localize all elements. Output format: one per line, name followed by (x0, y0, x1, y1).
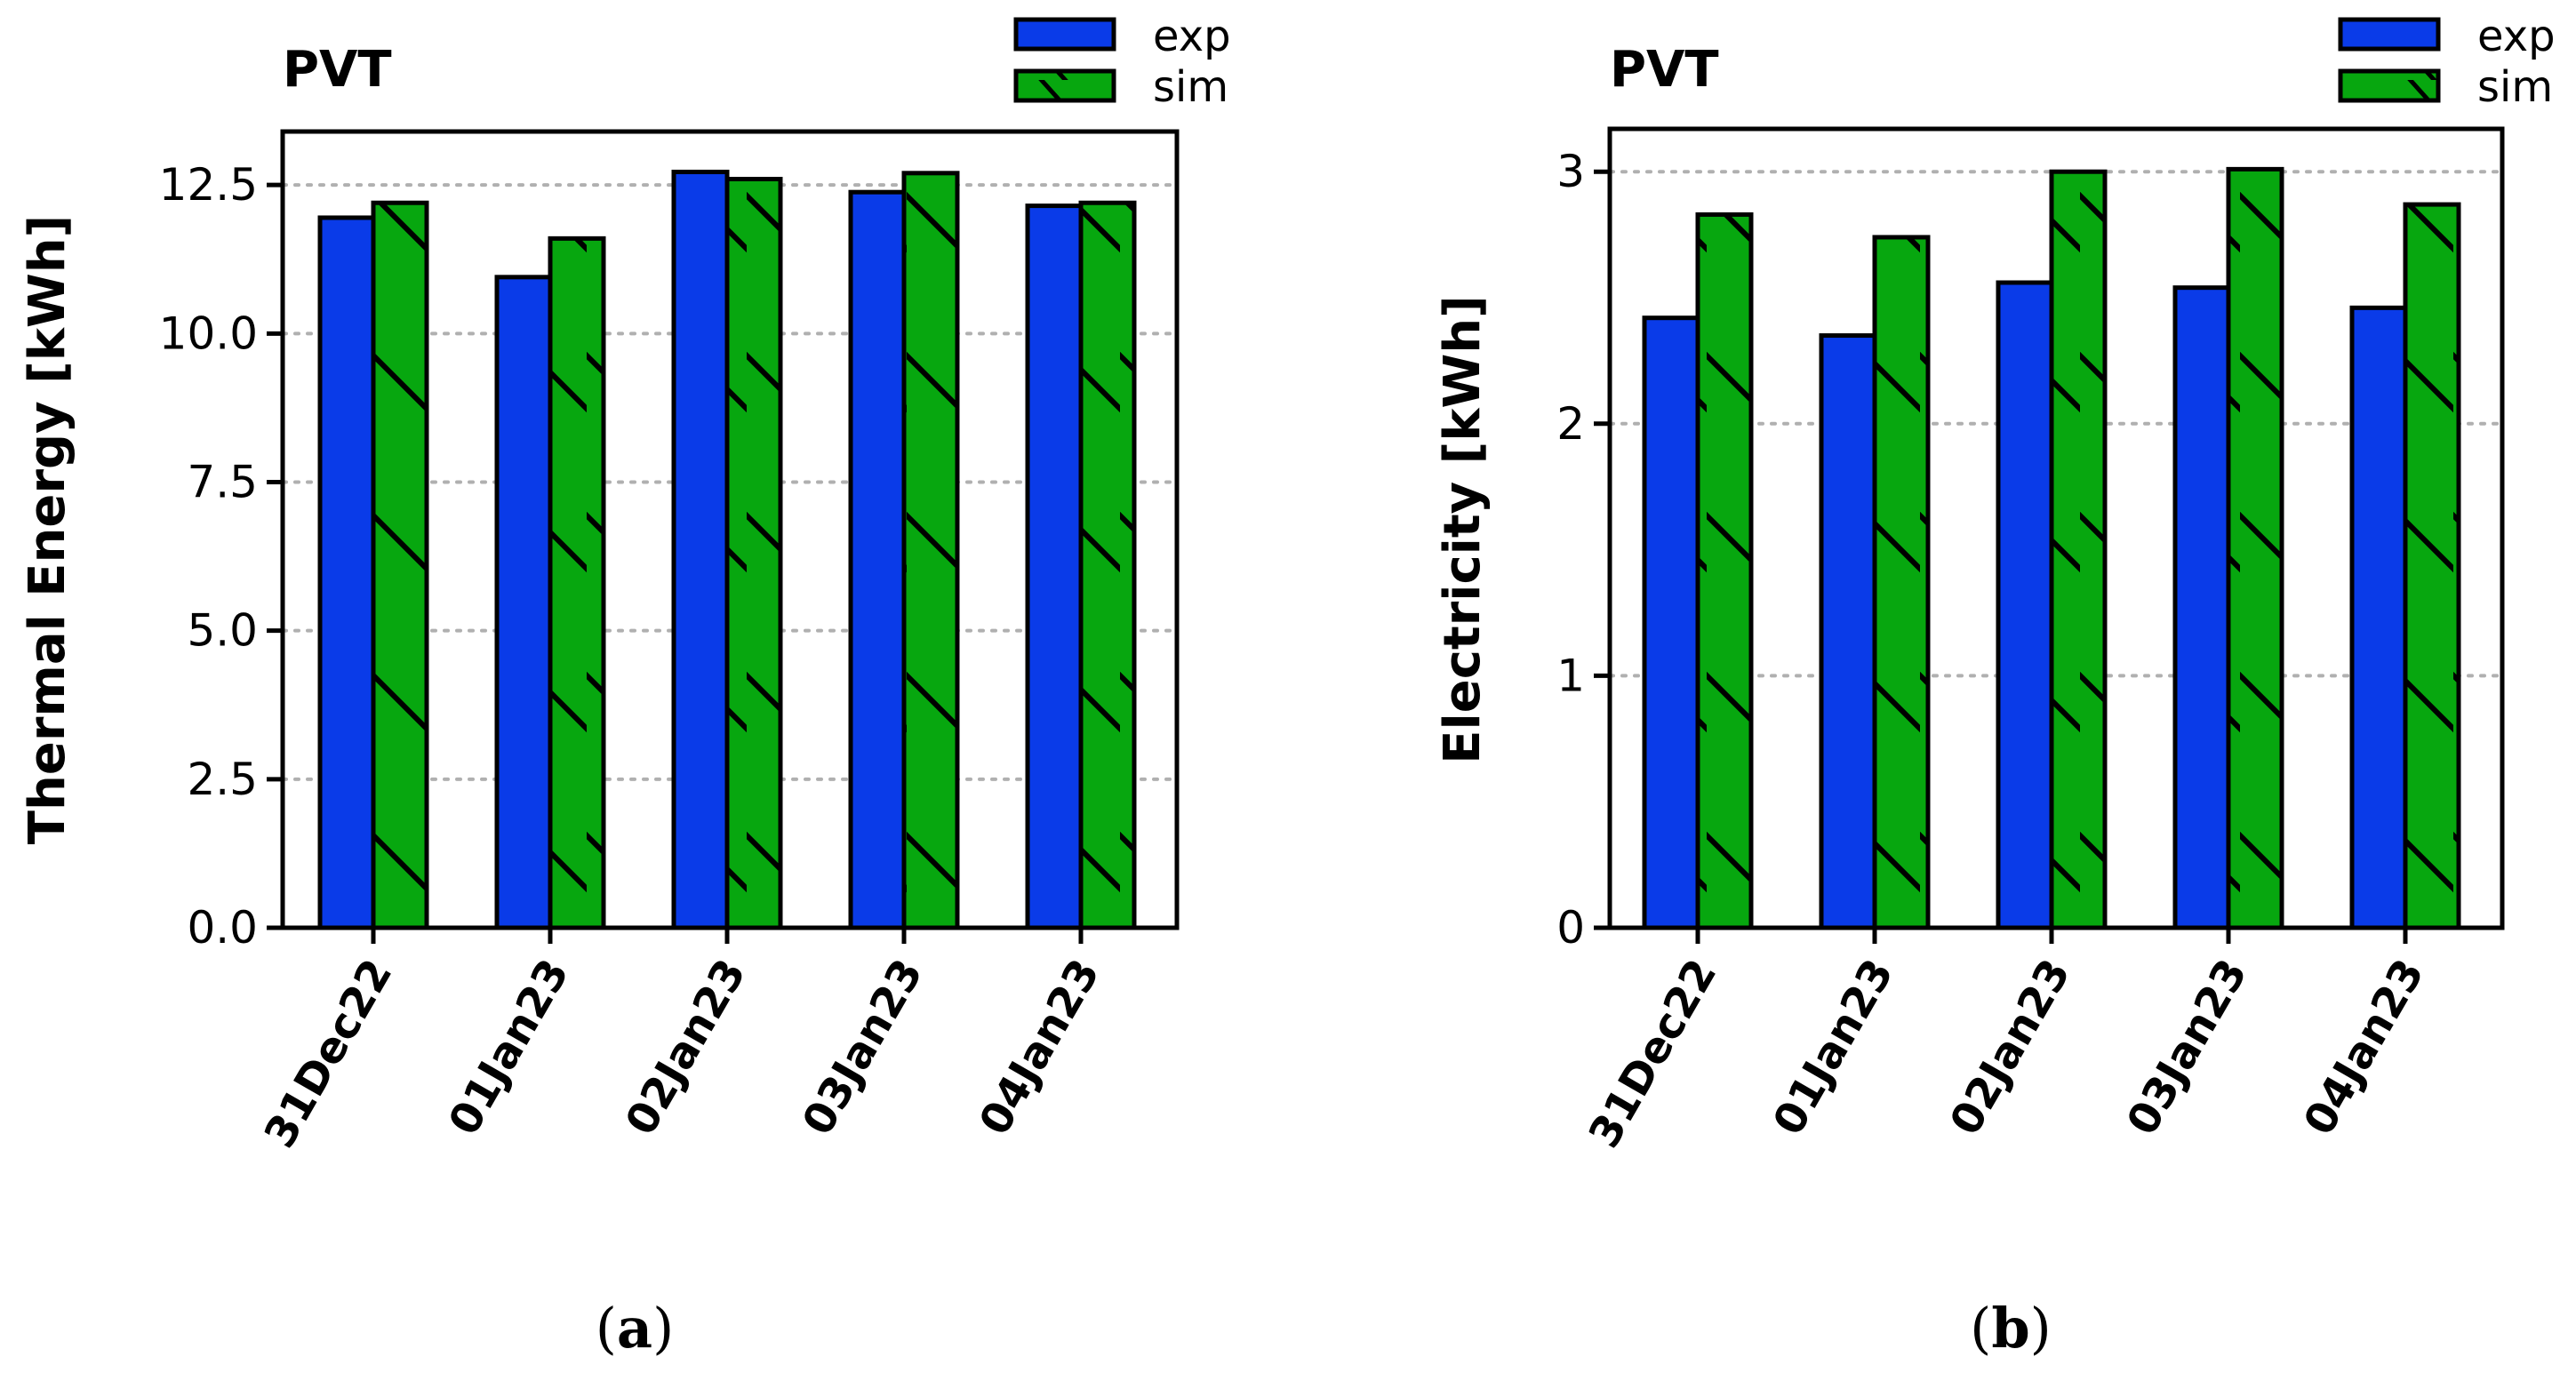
bar-sim (2403, 202, 2461, 930)
y-tick-label: 2.5 (187, 754, 258, 805)
plot-frame (1607, 126, 2505, 930)
legend-swatch-sim (2338, 68, 2441, 103)
bar-exp (494, 275, 553, 930)
x-tick-label: 02Jan23 (616, 951, 756, 1144)
x-tick-label: 03Jan23 (2117, 951, 2258, 1144)
y-tick-label: 3 (1556, 146, 1585, 197)
y-tick-label: 10.0 (159, 307, 258, 359)
legend-label-sim: sim (1153, 62, 1228, 112)
y-tick-label: 1 (1556, 650, 1585, 701)
figure-caption: (b) (1970, 1296, 2052, 1361)
legend: exp sim (1013, 12, 1231, 112)
legend-swatch-sim (1013, 68, 1116, 103)
bar-exp (2349, 305, 2408, 930)
legend-label-sim: sim (2477, 62, 2553, 112)
y-tick-label: 12.5 (159, 159, 258, 211)
x-tick-label: 31Dec22 (1580, 951, 1727, 1156)
chart-panel-a: 0.0 2.5 5.0 7.5 10.0 12.5 31Dec22 01Jan23 02Jan2… (19, 12, 1231, 1361)
bar-sim (548, 235, 606, 930)
y-tick-label: 0.0 (187, 902, 258, 954)
bar-sim (2226, 166, 2284, 930)
x-tick-label: 03Jan23 (793, 951, 933, 1144)
bar-exp (848, 189, 907, 930)
bar-sim (1695, 212, 1754, 930)
x-tick-label: 02Jan23 (1940, 951, 2081, 1144)
bar-sim (1078, 200, 1137, 930)
bar-sim (2049, 169, 2108, 930)
y-tick-label: 0 (1556, 902, 1585, 954)
bar-exp (317, 215, 376, 930)
chart-title: PVT (283, 41, 392, 99)
plot-frame (280, 129, 1180, 930)
chart-title: PVT (1610, 41, 1719, 99)
bar-sim (901, 171, 960, 930)
bar-sim (371, 200, 429, 930)
legend-label-exp: exp (2477, 12, 2556, 61)
bar-exp (1819, 333, 1877, 930)
figure-caption: (a) (596, 1296, 675, 1361)
bar-sim (724, 176, 783, 930)
x-tick-label: 01Jan23 (439, 951, 580, 1144)
bar-exp (1025, 204, 1084, 930)
bar-exp (1642, 315, 1700, 930)
x-tick-label: 04Jan23 (970, 951, 1110, 1144)
bar-exp (671, 169, 730, 930)
bar-exp (1996, 280, 2054, 930)
x-tick-label: 01Jan23 (1764, 951, 1904, 1144)
y-tick-label: 2 (1556, 398, 1585, 450)
legend-label-exp: exp (1153, 12, 1231, 61)
x-tick-label: 31Dec22 (255, 951, 403, 1156)
y-tick-label: 5.0 (187, 605, 258, 657)
bar-sim (1872, 235, 1931, 930)
y-tick-label: 7.5 (187, 457, 258, 508)
legend: exp sim (2338, 12, 2556, 112)
x-tick-label: 04Jan23 (2294, 951, 2435, 1144)
legend-swatch-exp (1013, 17, 1116, 52)
legend-swatch-exp (2338, 17, 2441, 52)
y-axis-label: Thermal Energy [kWh] (19, 215, 76, 844)
bar-exp (2172, 285, 2231, 930)
y-axis-label: Electricity [kWh] (1434, 295, 1492, 763)
